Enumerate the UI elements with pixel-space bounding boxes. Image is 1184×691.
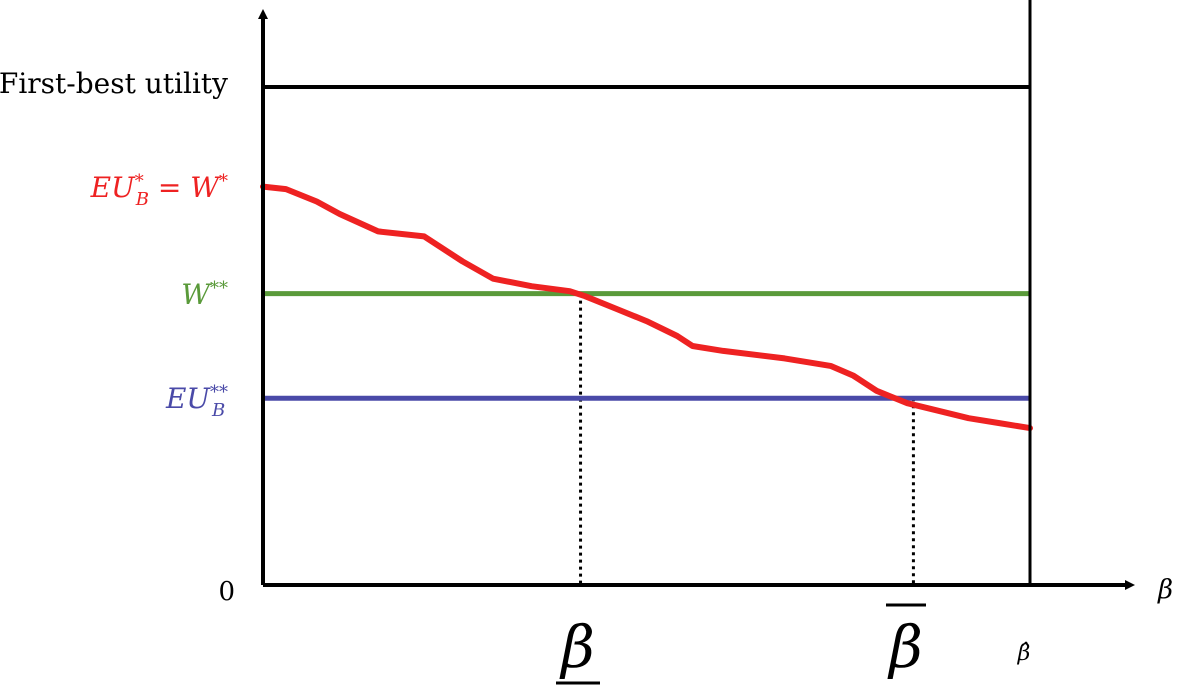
eub-star-label: EU* B = W* (90, 171, 228, 210)
beta-underline-label: β (559, 613, 595, 681)
x-axis-label: β (1157, 575, 1173, 605)
beta-hat-label: β̂ (1017, 641, 1031, 666)
first-best-label: First-best utility (0, 67, 228, 100)
w-double-star-label: W** (181, 278, 228, 311)
eub-double-star-label: EU** B (165, 382, 228, 421)
eub-star-curve (260, 183, 1033, 432)
beta-bar-label: β (887, 613, 923, 681)
origin-label: 0 (218, 577, 235, 607)
plot-layer (260, 85, 1033, 585)
